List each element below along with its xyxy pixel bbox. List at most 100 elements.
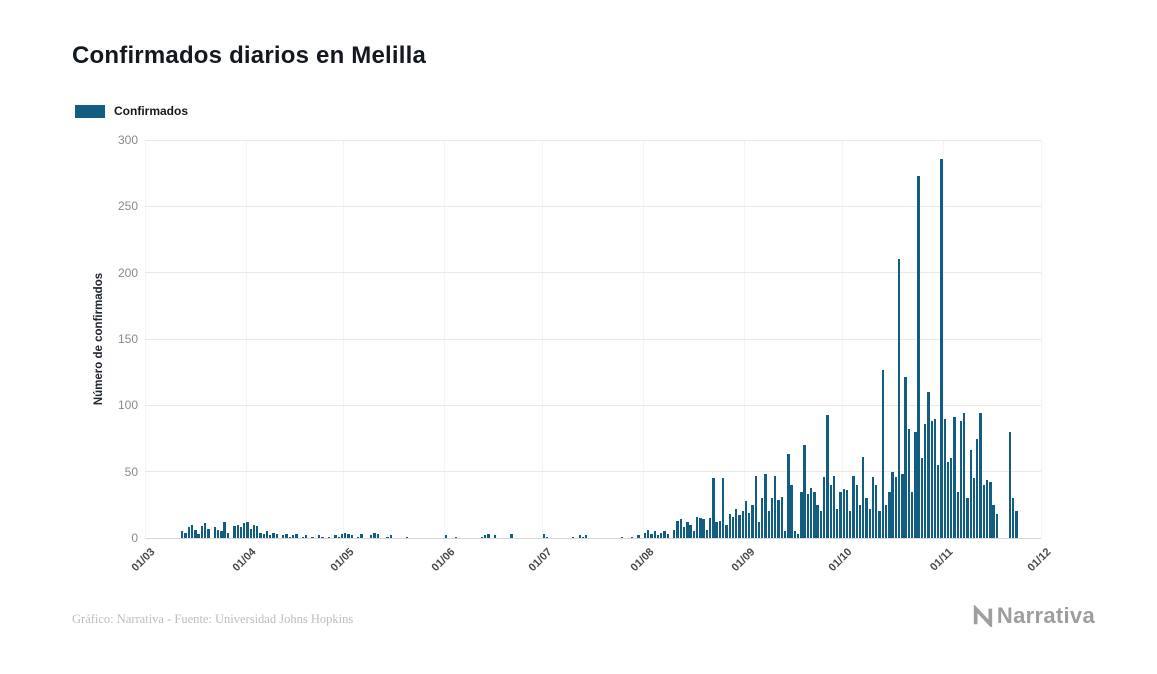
bar <box>207 528 210 538</box>
bar <box>288 536 291 538</box>
bar <box>819 511 823 538</box>
bar <box>989 482 992 538</box>
bar <box>682 527 686 538</box>
bar <box>650 534 653 538</box>
y-gridline <box>145 205 1041 207</box>
x-tick-label: 01/08 <box>628 546 656 574</box>
bar <box>943 418 946 538</box>
bar <box>924 423 927 538</box>
bar <box>291 535 295 538</box>
bar <box>405 536 409 538</box>
bar <box>849 511 852 538</box>
bar <box>969 450 972 538</box>
bar <box>715 522 718 538</box>
bar <box>637 535 640 538</box>
bar <box>920 458 924 538</box>
bar <box>200 526 204 538</box>
y-gridline <box>145 338 1041 340</box>
narrativa-n-icon <box>973 605 993 627</box>
bar <box>542 534 546 538</box>
bar <box>304 535 308 538</box>
bar <box>777 499 780 538</box>
bar <box>223 522 226 538</box>
bar <box>858 504 862 538</box>
y-tick-label: 300 <box>117 133 138 147</box>
bar <box>806 494 810 538</box>
bar <box>735 508 738 538</box>
bar <box>744 500 748 538</box>
bar <box>803 445 806 538</box>
x-tick-label: 01/05 <box>328 546 357 574</box>
bar <box>226 532 230 538</box>
bar <box>790 484 793 538</box>
bar <box>894 476 898 538</box>
bar <box>647 530 650 538</box>
bar <box>370 535 373 538</box>
bar <box>666 534 669 538</box>
bar <box>197 534 200 538</box>
bar <box>653 531 656 538</box>
bar <box>321 536 324 538</box>
bar <box>871 476 875 538</box>
x-gridline <box>1040 140 1042 538</box>
bar <box>705 530 709 538</box>
bar <box>956 491 959 538</box>
bar <box>946 462 950 538</box>
bar <box>751 504 754 538</box>
bar <box>272 532 275 538</box>
bar <box>340 534 344 538</box>
bar <box>350 535 353 538</box>
bar <box>249 528 252 538</box>
bar <box>992 504 995 538</box>
bar <box>985 479 989 538</box>
bar <box>914 431 917 538</box>
bar <box>660 532 663 538</box>
bar <box>979 413 982 538</box>
bar <box>546 536 549 538</box>
bar <box>695 516 699 538</box>
plot-area <box>144 139 1042 539</box>
bar <box>842 488 845 538</box>
bar <box>673 530 676 538</box>
bar <box>868 508 871 538</box>
bar <box>262 534 265 538</box>
bar <box>884 504 888 538</box>
bar <box>995 514 999 538</box>
bar <box>487 534 490 538</box>
bar <box>233 526 236 538</box>
y-tick-label: 250 <box>117 199 138 214</box>
bar <box>741 511 744 538</box>
bar <box>213 527 217 538</box>
bar <box>216 530 220 538</box>
bar <box>728 514 731 538</box>
x-tick-label: 01/12 <box>1025 546 1054 574</box>
narrativa-logo-text: Narrativa <box>996 603 1095 628</box>
bar <box>826 414 829 538</box>
bar <box>357 536 360 538</box>
bar <box>774 475 777 538</box>
bar <box>787 454 790 538</box>
bar <box>373 532 376 538</box>
narrativa-logo: Narrativa <box>972 603 1095 629</box>
bar <box>243 523 246 538</box>
bar <box>816 504 819 538</box>
bar <box>702 519 705 538</box>
bar <box>708 518 712 538</box>
x-tick-label: 01/09 <box>729 546 757 574</box>
bar <box>585 535 588 538</box>
y-tick-label: 50 <box>124 464 138 479</box>
bar <box>630 536 634 538</box>
bar <box>643 532 647 538</box>
bar <box>982 484 985 538</box>
bar <box>748 512 751 538</box>
bar <box>937 465 940 538</box>
x-tick-label: 01/03 <box>129 546 158 574</box>
bar <box>897 259 901 538</box>
bar <box>295 534 298 538</box>
bar <box>620 536 624 538</box>
bar <box>581 536 585 538</box>
bar <box>301 536 305 538</box>
bar <box>718 520 722 538</box>
legend: Confirmados <box>75 104 188 118</box>
bar <box>907 429 911 538</box>
